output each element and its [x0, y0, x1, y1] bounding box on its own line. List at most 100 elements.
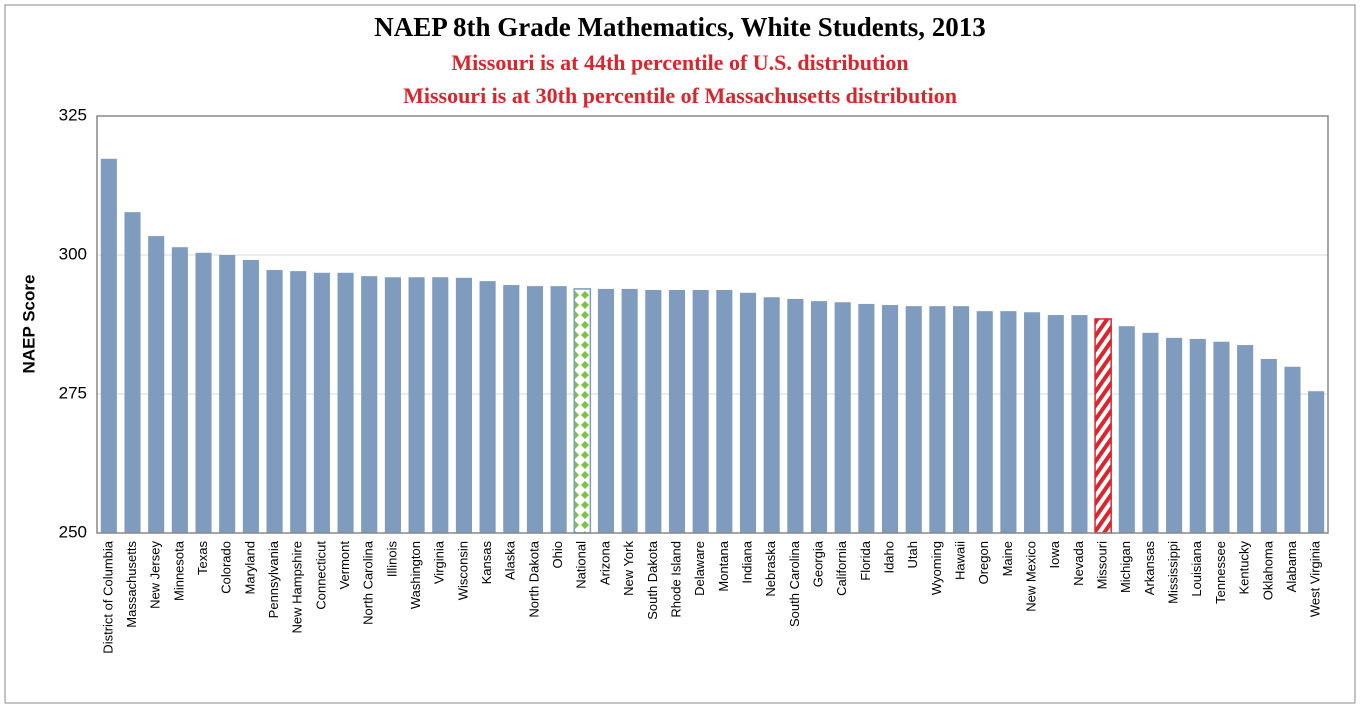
x-tick-label: West Virginia [1308, 540, 1323, 617]
chart-subtitle: Missouri is at 44th percentile of U.S. d… [451, 50, 908, 75]
bar [124, 212, 141, 534]
x-tick-label: California [834, 540, 849, 596]
chart-subtitle: Missouri is at 30th percentile of Massac… [403, 83, 957, 108]
bar [337, 272, 354, 533]
bar [432, 277, 449, 533]
plot-frame [96, 115, 1329, 534]
bar [1284, 366, 1301, 533]
y-tick-label: 275 [59, 383, 87, 402]
x-tick-label: Tennessee [1213, 541, 1228, 604]
x-tick-label: Michigan [1118, 541, 1133, 593]
bar [313, 272, 330, 533]
bar [1260, 358, 1277, 533]
bar [242, 260, 259, 533]
x-tick-label: New Mexico [1024, 541, 1039, 612]
x-tick-label: Virginia [432, 540, 447, 584]
x-tick-label: Kentucky [1237, 541, 1252, 595]
x-tick-label: Oklahoma [1260, 540, 1275, 600]
bar [455, 277, 472, 533]
x-tick-label: Connecticut [313, 541, 328, 610]
bar [621, 288, 638, 533]
bar [550, 286, 567, 533]
y-tick-label: 325 [59, 105, 87, 124]
x-tick-label: Mississippi [1166, 541, 1181, 604]
bar [526, 286, 544, 533]
bar [361, 276, 378, 533]
x-tick-label: North Carolina [361, 540, 376, 625]
bar [1189, 338, 1206, 533]
x-tick-label: Iowa [1047, 540, 1062, 568]
x-tick-label: Pennsylvania [266, 540, 281, 618]
bar [219, 255, 236, 533]
bar [834, 302, 851, 533]
bar [1142, 332, 1159, 533]
x-tick-label: Vermont [337, 541, 352, 590]
y-axis-label: NAEP Score [19, 275, 38, 374]
bar [384, 277, 401, 533]
bar [1308, 391, 1325, 533]
x-tick-label: National [574, 541, 589, 589]
x-tick-label: Minnesota [171, 540, 186, 601]
bar [1024, 312, 1041, 533]
x-tick-label: Georgia [810, 540, 825, 587]
bar [692, 290, 709, 533]
bar [1071, 315, 1088, 533]
bar [266, 270, 283, 533]
x-tick-label: Oregon [976, 541, 991, 584]
bar [171, 247, 188, 533]
bar [1237, 345, 1254, 533]
bar [597, 288, 615, 533]
bar [290, 271, 307, 533]
bar [716, 290, 733, 533]
bar [148, 236, 165, 533]
x-tick-label: Utah [905, 541, 920, 568]
x-tick-label: Wyoming [929, 541, 944, 595]
bar [408, 277, 425, 533]
x-tick-label: Arkansas [1142, 541, 1157, 596]
bar [100, 158, 117, 533]
x-tick-label: Maryland [242, 541, 257, 594]
bar [1213, 341, 1230, 533]
bar [858, 303, 875, 533]
x-tick-label: Hawaii [953, 541, 968, 580]
bar [810, 301, 828, 533]
bar [195, 252, 212, 533]
x-tick-label: Montana [716, 540, 731, 591]
x-tick-label: Louisiana [1189, 540, 1204, 596]
bar [573, 288, 592, 534]
x-tick-label: Alaska [503, 540, 518, 580]
bar [763, 297, 780, 533]
bar [1118, 326, 1135, 533]
x-tick-label: New York [621, 541, 636, 596]
x-tick-label: Nevada [1071, 540, 1086, 586]
x-tick-label: Missouri [1095, 541, 1110, 590]
bar [976, 311, 993, 533]
x-tick-label: District of Columbia [100, 540, 115, 653]
x-tick-label: New Jersey [148, 541, 163, 609]
x-tick-label: Nebraska [763, 540, 778, 596]
bar [645, 290, 662, 533]
bar [1000, 311, 1017, 533]
bar [1166, 337, 1183, 533]
bar [739, 292, 757, 533]
x-tick-label: Massachusetts [124, 541, 139, 628]
bar [1047, 315, 1064, 533]
x-tick-label: Delaware [692, 541, 707, 596]
x-tick-label: Arizona [597, 540, 612, 585]
bar [668, 290, 686, 533]
x-tick-label: South Carolina [787, 540, 802, 627]
bar [503, 285, 520, 533]
bar [953, 306, 970, 533]
x-tick-label: Indiana [739, 540, 754, 583]
x-tick-label: South Dakota [645, 540, 660, 620]
y-tick-label: 250 [59, 522, 87, 541]
x-tick-label: Ohio [550, 541, 565, 568]
x-tick-label: Florida [858, 540, 873, 581]
x-tick-label: New Hampshire [290, 541, 305, 633]
x-tick-label: Kansas [479, 541, 494, 585]
x-tick-label: Colorado [219, 541, 234, 594]
x-tick-label: Illinois [384, 541, 399, 578]
bar [479, 281, 496, 533]
x-tick-label: Maine [1000, 541, 1015, 576]
